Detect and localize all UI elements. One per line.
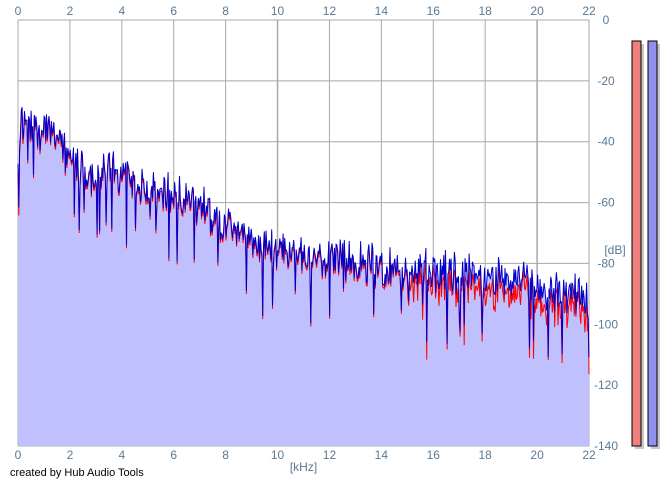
y-tick-label: -40: [597, 135, 615, 149]
y-tick-label: -60: [597, 196, 615, 210]
x-tick-label-top: 18: [479, 4, 493, 18]
x-tick-label-top: 12: [323, 4, 337, 18]
y-tick-label: -100: [594, 317, 618, 331]
x-tick-label-top: 2: [67, 4, 74, 18]
y-tick-label: -120: [594, 378, 618, 392]
credit-text: created by Hub Audio Tools: [10, 467, 144, 479]
series-right-channel: [17, 107, 590, 358]
x-tick-label-bottom: 14: [375, 448, 389, 462]
level-meter-left: [631, 40, 642, 447]
x-tick-label-top: 0: [15, 4, 22, 18]
x-tick-label-bottom: 8: [222, 448, 229, 462]
x-tick-label-top: 10: [271, 4, 285, 18]
x-tick-label-top: 16: [427, 4, 441, 18]
x-tick-label-bottom: 4: [118, 448, 125, 462]
x-tick-label-bottom: 18: [479, 448, 493, 462]
x-tick-label-bottom: 6: [170, 448, 177, 462]
x-tick-label-bottom: 16: [427, 448, 441, 462]
x-tick-label-bottom: 10: [271, 448, 285, 462]
x-tick-label-top: 8: [222, 4, 229, 18]
x-tick-label-top: 4: [118, 4, 125, 18]
x-tick-label-bottom: 0: [15, 448, 22, 462]
x-tick-label-bottom: 2: [67, 448, 74, 462]
x-tick-label-bottom: 22: [582, 448, 596, 462]
x-axis-label: [kHz]: [290, 460, 317, 474]
y-axis-label: [dB]: [604, 243, 625, 257]
x-tick-label-top: 22: [582, 4, 596, 18]
x-tick-label-bottom: 12: [323, 448, 337, 462]
y-tick-label: 0: [603, 13, 610, 27]
x-tick-label-top: 14: [375, 4, 389, 18]
level-meter-right: [647, 40, 658, 447]
x-tick-label-top: 20: [530, 4, 544, 18]
x-tick-label-top: 6: [170, 4, 177, 18]
y-tick-label: -20: [597, 74, 615, 88]
y-tick-label: -80: [597, 256, 615, 270]
x-tick-label-bottom: 20: [530, 448, 544, 462]
y-tick-label: -140: [594, 439, 618, 453]
